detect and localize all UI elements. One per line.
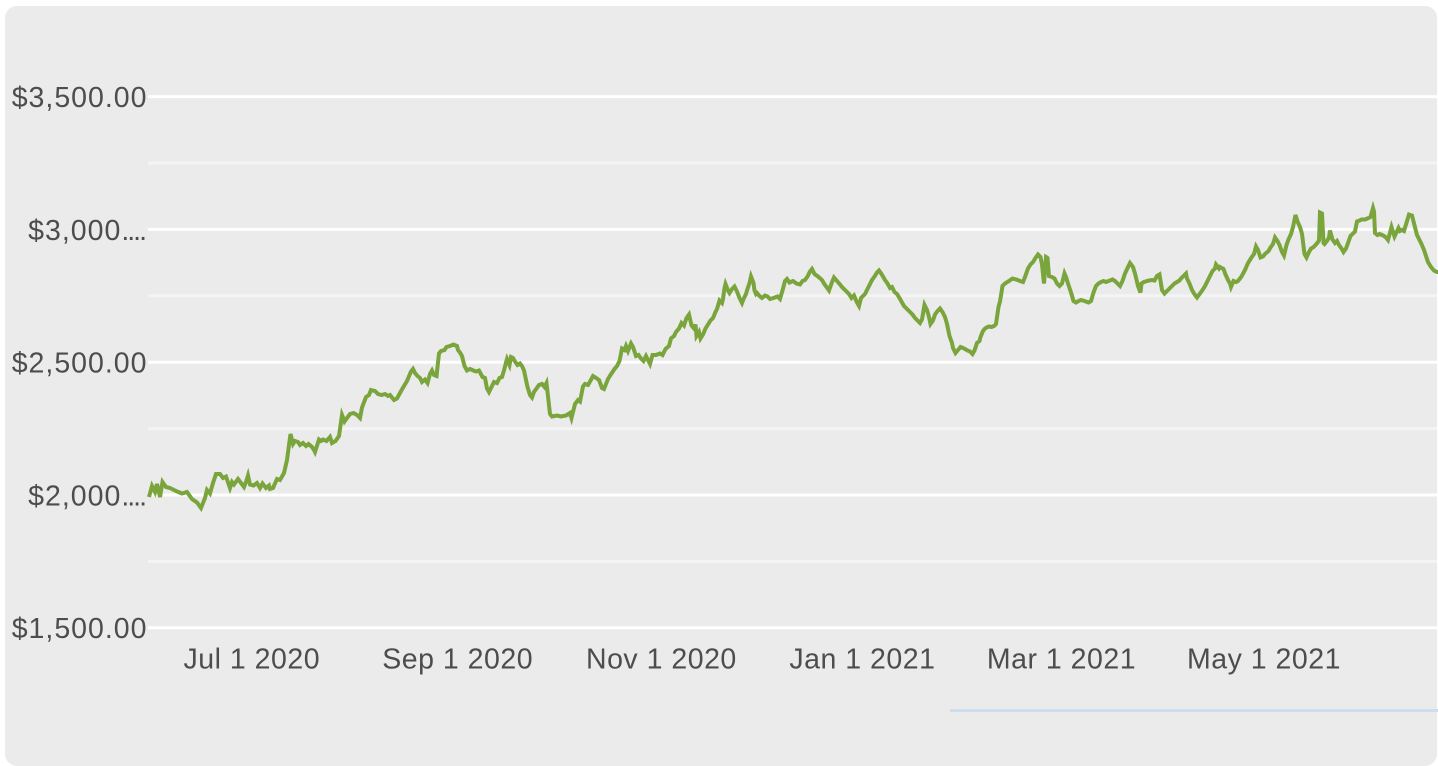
svg-text:Mar 1 2021: Mar 1 2021 [987, 643, 1136, 675]
svg-text:Nov 1 2020: Nov 1 2020 [586, 643, 737, 675]
svg-text:Jan 1 2021: Jan 1 2021 [789, 643, 935, 675]
svg-text:Sep 1 2020: Sep 1 2020 [382, 643, 533, 675]
svg-text:$3,500.00: $3,500.00 [12, 82, 148, 114]
svg-text:Jul 1 2020: Jul 1 2020 [184, 643, 321, 675]
svg-text:$2,000....: $2,000.... [28, 480, 145, 512]
svg-text:$2,500.00: $2,500.00 [12, 348, 148, 380]
svg-text:May 1 2021: May 1 2021 [1187, 643, 1341, 675]
svg-text:$1,500.00: $1,500.00 [12, 613, 148, 645]
svg-text:$3,000....: $3,000.... [28, 215, 145, 247]
